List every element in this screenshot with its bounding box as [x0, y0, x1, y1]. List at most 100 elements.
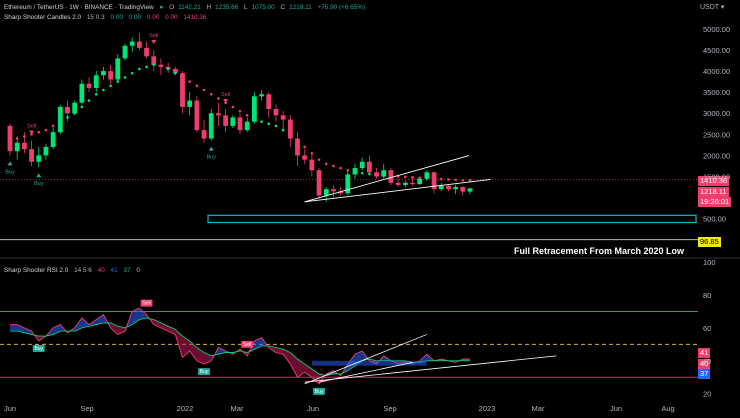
- trail-stop-dot: [8, 139, 12, 142]
- candle-body: [295, 138, 300, 156]
- candle-body: [381, 170, 387, 177]
- rsi-sell-label: Sell: [142, 301, 150, 307]
- price-tick-label: 500.00: [703, 215, 726, 224]
- rsi-tag-top: 41: [698, 348, 711, 358]
- sell-signal-label: Sell: [221, 92, 230, 98]
- ohlc-change: +75.90 (+6.65%): [317, 4, 366, 11]
- rsi-fill-segment: [297, 359, 305, 378]
- candle-body: [273, 109, 279, 116]
- candle-body: [129, 41, 135, 46]
- rsi-buy-label: Buy: [315, 389, 324, 395]
- symbol-title[interactable]: Ethereum / TetherUS · 1W · BINANCE · Tra…: [4, 4, 154, 11]
- candle-body: [208, 113, 214, 139]
- price-tick-label: 3000.00: [703, 109, 730, 118]
- trail-stop-dot: [461, 179, 465, 182]
- buy-signal-label: Buy: [207, 155, 217, 161]
- candle-body: [331, 189, 336, 192]
- trail-stop-dot: [245, 114, 249, 117]
- rsi-fill-segment: [218, 347, 226, 355]
- indicator1-name[interactable]: Sharp Shooter Candles 2.0: [4, 14, 82, 21]
- trail-stop-dot: [332, 164, 335, 168]
- trail-stop-dot: [324, 162, 328, 166]
- rsi-buy-badge: [313, 387, 326, 395]
- trail-stop-dot: [317, 158, 321, 161]
- trail-stop-dot: [181, 76, 184, 79]
- rsi-fill-segment: [290, 352, 298, 378]
- trail-stop-dot: [274, 124, 278, 128]
- candle-body: [402, 182, 408, 185]
- trail-stop-dot: [130, 71, 134, 75]
- price-tick-label: 1500.00: [703, 173, 730, 182]
- candle-body: [431, 172, 437, 190]
- candle-body: [366, 161, 372, 173]
- trail-stop-dot: [346, 168, 350, 172]
- trail-stop-dot: [303, 145, 306, 149]
- buy-arrow: [36, 173, 42, 178]
- indicator1-value: 0.00: [146, 14, 160, 21]
- ohlc-open: 1142.21: [178, 4, 201, 11]
- trail-stop-dot: [145, 65, 148, 69]
- indicator1-last: 1410.36: [183, 14, 207, 21]
- rsi-fill-segment: [304, 364, 312, 378]
- trail-stop-dot: [94, 92, 98, 96]
- buy-arrow: [208, 146, 214, 151]
- trail-stop-dot: [109, 84, 112, 88]
- candle-body: [302, 155, 308, 160]
- price-tick-label: 2500.00: [703, 130, 730, 139]
- indicator2-value: 37: [123, 267, 131, 274]
- rsi-tag-mid: 40: [698, 359, 711, 369]
- chart-header: Ethereum / TetherUS · 1W · BINANCE · Tra…: [4, 3, 369, 12]
- trail-stop-dot: [296, 139, 299, 142]
- rsi-fill-segment: [117, 326, 125, 335]
- trail-stop-dot: [80, 105, 84, 109]
- trail-stop-dot: [439, 177, 443, 181]
- indicator2-value: 40: [97, 267, 105, 274]
- ohlc-close: 1218.11: [289, 4, 312, 11]
- candle-body: [201, 130, 207, 139]
- indicator2-params: 14 5 6: [74, 267, 92, 274]
- candle-body: [93, 75, 99, 88]
- x-tick-label: 2023: [479, 404, 496, 413]
- candle-body: [57, 106, 63, 133]
- ohlc-high: 1235.66: [215, 4, 239, 11]
- trail-stop-dot: [174, 71, 177, 75]
- trail-stop-dot: [102, 88, 105, 92]
- candle-body: [359, 161, 365, 169]
- indicator2-name[interactable]: Sharp Shooter RSI 2.0: [4, 267, 69, 274]
- candle-body: [115, 58, 121, 80]
- price-tag-countdown: 19:36:01: [698, 197, 732, 207]
- trail-stop-dot: [116, 80, 120, 83]
- trail-stop-dot: [87, 99, 91, 102]
- indicator1-legend[interactable]: Sharp Shooter Candles 2.0 15 0.3 0.00 0.…: [4, 13, 210, 22]
- sell-arrow: [223, 99, 229, 104]
- rsi-fill-segment: [139, 308, 147, 320]
- trail-stop-dot: [253, 118, 256, 121]
- trail-stop-dot: [59, 120, 62, 123]
- trail-stop-dot: [432, 177, 436, 180]
- trail-stop-dot: [368, 172, 371, 176]
- rsi-buy-badge: [32, 345, 45, 353]
- rsi-fill-segment: [81, 317, 90, 328]
- rsi-fill-segment: [96, 314, 104, 325]
- candle-body: [50, 132, 56, 147]
- indicator2-legend[interactable]: Sharp Shooter RSI 2.0 14 5 6 40 41 37 0: [4, 266, 144, 275]
- price-tag-upper: 1410.36: [698, 176, 730, 186]
- candle-body: [136, 41, 142, 48]
- currency-label[interactable]: USDT ▾: [700, 4, 725, 11]
- rsi-tick-label: 40: [703, 357, 711, 366]
- trail-stop-dot: [404, 175, 407, 179]
- indicator1-params: 15 0.3: [86, 14, 105, 21]
- candle-body: [237, 117, 243, 131]
- rsi-fill-segment: [311, 369, 320, 384]
- trail-stop-dot: [51, 124, 55, 128]
- rsi-tick-label: 100: [703, 258, 716, 267]
- candle-body: [86, 83, 92, 88]
- sell-signal-label: Sell: [149, 33, 158, 39]
- price-tick-label: 4000.00: [703, 67, 730, 76]
- x-tick-label: Mar: [231, 404, 244, 413]
- trail-stop-dot: [267, 122, 271, 126]
- sell-signal-label: Sell: [27, 124, 36, 130]
- trail-stop-dot: [411, 176, 414, 179]
- candle-body: [460, 187, 466, 192]
